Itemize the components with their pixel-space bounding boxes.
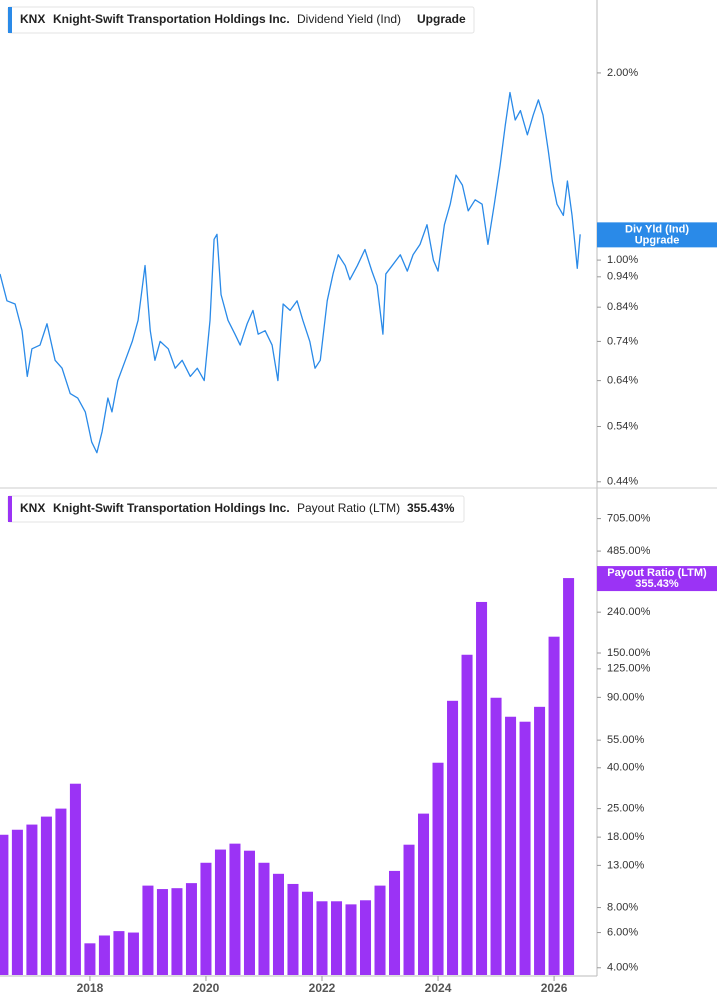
y-tick-label: 25.00%: [607, 803, 645, 815]
y-tick-label: 240.00%: [607, 606, 651, 618]
bar: [447, 700, 459, 975]
y-tick-label: 0.84%: [607, 301, 638, 313]
legend-badge: Upgrade: [417, 12, 466, 26]
y-tick-label: 55.00%: [607, 734, 645, 746]
bar: [461, 654, 473, 975]
bar: [229, 843, 241, 975]
bar: [55, 808, 67, 975]
y-tick-label: 150.00%: [607, 647, 651, 659]
legend-metric: Payout Ratio (LTM): [297, 501, 400, 515]
bar: [0, 834, 9, 975]
legend-swatch: [8, 7, 12, 33]
x-tick-label: 2020: [193, 981, 220, 995]
bar: [272, 873, 284, 975]
bar: [200, 862, 212, 975]
last-value-tag-title: Payout Ratio (LTM): [607, 567, 707, 579]
bar: [519, 721, 531, 975]
last-value-tag: [597, 566, 717, 592]
y-tick-label: 8.00%: [607, 901, 638, 913]
legend-value: 355.43%: [407, 501, 455, 515]
bar: [11, 829, 23, 975]
bar: [185, 883, 197, 975]
y-tick-label: 125.00%: [607, 663, 651, 675]
legend-company: Knight-Swift Transportation Holdings Inc…: [53, 12, 290, 26]
bar: [287, 883, 299, 975]
legend-ticker: KNX: [20, 501, 45, 515]
y-tick-label: 705.00%: [607, 513, 651, 525]
y-tick-label: 0.54%: [607, 420, 638, 432]
bar: [113, 931, 125, 975]
y-tick-label: 0.94%: [607, 271, 638, 283]
bar: [214, 849, 226, 975]
bar: [330, 901, 343, 975]
bar: [98, 935, 110, 975]
bar: [374, 885, 386, 975]
bar: [359, 900, 372, 975]
bar: [301, 891, 314, 975]
bar: [69, 783, 81, 975]
bar: [316, 901, 328, 975]
bar: [26, 824, 38, 975]
bar: [142, 885, 154, 975]
last-value-tag-value: Upgrade: [635, 234, 680, 246]
bar: [476, 601, 488, 975]
y-tick-label: 18.00%: [607, 831, 645, 843]
bar: [548, 636, 560, 975]
x-tick-label: 2024: [425, 981, 452, 995]
bar: [345, 904, 357, 975]
x-tick-label: 2022: [309, 981, 336, 995]
bar: [258, 862, 270, 975]
last-value-tag: [597, 222, 717, 248]
x-tick-label: 2026: [541, 981, 568, 995]
bar: [563, 578, 575, 975]
bar: [84, 943, 96, 975]
y-tick-label: 4.00%: [607, 962, 638, 974]
legend-ticker: KNX: [20, 12, 45, 26]
y-tick-label: 0.44%: [607, 476, 638, 488]
bar: [243, 850, 255, 975]
y-tick-label: 0.64%: [607, 375, 638, 387]
legend-swatch: [8, 496, 12, 522]
y-tick-label: 40.00%: [607, 762, 645, 774]
bar: [171, 888, 183, 975]
legend-company: Knight-Swift Transportation Holdings Inc…: [53, 501, 290, 515]
last-value-tag-value: 355.43%: [635, 578, 679, 590]
y-tick-label: 2.00%: [607, 67, 638, 79]
y-tick-label: 0.74%: [607, 335, 638, 347]
bar: [127, 932, 139, 975]
y-tick-label: 13.00%: [607, 859, 645, 871]
bar: [156, 889, 168, 975]
x-tick-label: 2018: [77, 981, 104, 995]
bar: [389, 870, 401, 975]
bar: [505, 716, 517, 975]
bar: [490, 697, 502, 975]
y-tick-label: 1.00%: [607, 254, 638, 266]
bar: [418, 813, 430, 975]
last-value-tag-title: Div Yld (Ind): [625, 223, 689, 235]
bar: [403, 844, 415, 975]
bar: [534, 706, 546, 975]
y-tick-label: 485.00%: [607, 545, 651, 557]
y-tick-label: 90.00%: [607, 691, 645, 703]
legend-metric: Dividend Yield (Ind): [297, 12, 401, 26]
data-line: [0, 91, 581, 454]
y-tick-label: 6.00%: [607, 926, 638, 938]
bar: [40, 816, 52, 975]
bar: [432, 762, 444, 975]
